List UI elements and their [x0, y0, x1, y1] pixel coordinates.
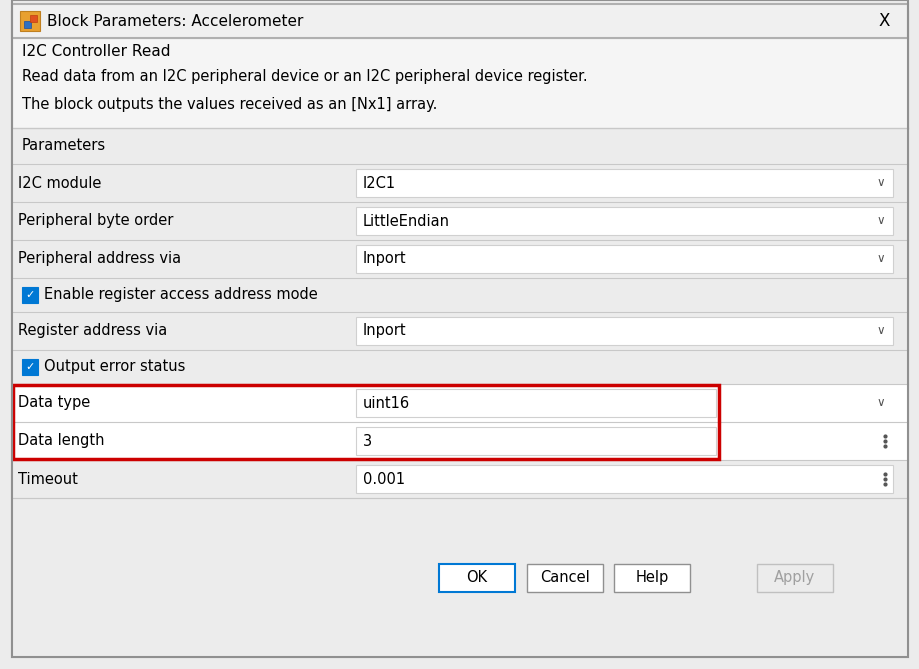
Bar	[12, 460, 907, 498]
Text: Read data from an I2C peripheral device or an I2C peripheral device register.: Read data from an I2C peripheral device …	[22, 68, 587, 84]
Bar	[756, 563, 832, 591]
Text: Timeout: Timeout	[18, 472, 78, 486]
Bar	[527, 563, 602, 591]
Bar	[12, 498, 907, 657]
Text: The block outputs the values received as an [Nx1] array.: The block outputs the values received as…	[22, 96, 437, 112]
Text: Peripheral byte order: Peripheral byte order	[18, 213, 173, 229]
Text: 3: 3	[363, 434, 371, 448]
Bar	[12, 38, 907, 129]
Text: Data type: Data type	[18, 395, 90, 411]
Text: X: X	[878, 12, 889, 30]
Text: Apply: Apply	[774, 570, 815, 585]
Bar	[12, 202, 907, 240]
Bar	[12, 128, 907, 164]
Text: Help: Help	[635, 570, 668, 585]
Bar	[356, 207, 892, 235]
Bar	[13, 385, 719, 459]
Bar	[12, 278, 907, 312]
Bar	[438, 563, 515, 591]
Text: uint16: uint16	[363, 395, 410, 411]
Bar	[12, 312, 907, 350]
Text: Inport: Inport	[363, 252, 406, 266]
Text: I2C Controller Read: I2C Controller Read	[22, 45, 170, 60]
Text: Block Parameters: Accelerometer: Block Parameters: Accelerometer	[47, 13, 303, 29]
Text: ∨: ∨	[876, 324, 884, 337]
Bar	[613, 563, 689, 591]
Text: Inport: Inport	[363, 324, 406, 339]
Bar	[356, 389, 715, 417]
Bar	[356, 465, 892, 493]
Bar	[24, 21, 31, 28]
Bar	[356, 245, 892, 273]
Bar	[12, 240, 907, 278]
Text: Register address via: Register address via	[18, 324, 167, 339]
Bar	[30, 15, 37, 22]
Text: LittleEndian: LittleEndian	[363, 213, 449, 229]
Bar	[356, 317, 892, 345]
Text: Parameters: Parameters	[22, 138, 106, 153]
Text: ✓: ✓	[26, 362, 35, 372]
Bar	[356, 169, 892, 197]
Text: Enable register access address mode: Enable register access address mode	[44, 288, 317, 302]
Text: ∨: ∨	[876, 177, 884, 189]
Bar	[12, 350, 907, 384]
Bar	[22, 287, 38, 303]
Bar	[12, 384, 907, 422]
Text: Cancel: Cancel	[539, 570, 589, 585]
Bar	[12, 4, 907, 38]
Bar	[22, 359, 38, 375]
Text: ∨: ∨	[876, 215, 884, 227]
Text: OK: OK	[466, 570, 487, 585]
Text: ∨: ∨	[876, 397, 884, 409]
Text: I2C1: I2C1	[363, 175, 396, 191]
Bar	[356, 427, 715, 455]
Text: Peripheral address via: Peripheral address via	[18, 252, 181, 266]
Text: Data length: Data length	[18, 434, 105, 448]
Bar	[12, 422, 907, 460]
Text: ✓: ✓	[26, 290, 35, 300]
Bar	[12, 164, 907, 202]
Text: Output error status: Output error status	[44, 359, 185, 375]
Text: ∨: ∨	[876, 252, 884, 266]
Bar	[20, 11, 40, 31]
Text: I2C module: I2C module	[18, 175, 101, 191]
Text: 0.001: 0.001	[363, 472, 404, 486]
